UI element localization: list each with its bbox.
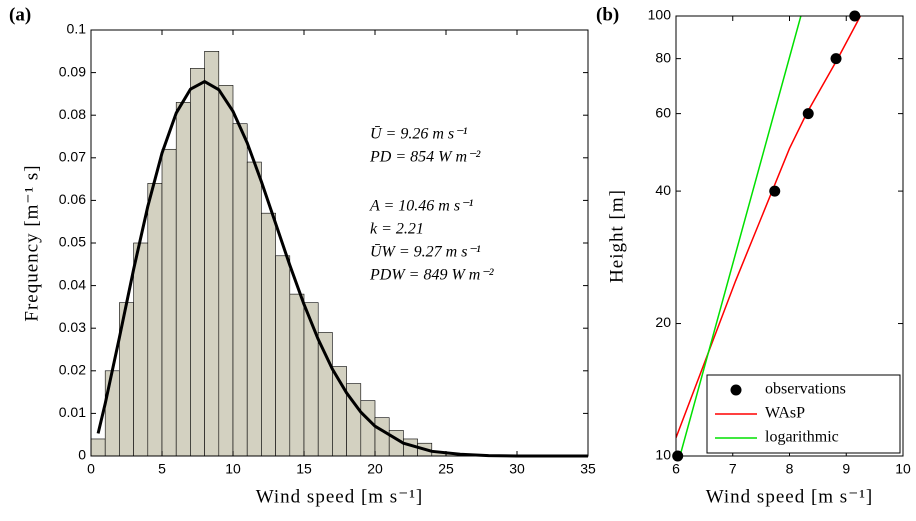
- bar: [360, 400, 376, 457]
- series-line: [676, 16, 862, 439]
- x-tick-label: 25: [438, 461, 454, 477]
- y-tick-label: 80: [655, 49, 671, 65]
- annotation: Ū = 9.26 m s⁻¹: [370, 125, 468, 143]
- y-tick-label: 60: [655, 104, 671, 120]
- y-tick-label: 0.03: [59, 319, 86, 335]
- bar: [232, 123, 248, 457]
- x-axis-label: Wind speed [m s⁻¹]: [256, 486, 424, 507]
- annotation: PDW = 849 W m⁻²: [369, 267, 495, 284]
- y-axis-label: Height [m]: [606, 189, 627, 283]
- bar: [275, 255, 291, 457]
- annotation: k = 2.21: [370, 221, 424, 238]
- y-tick-label: 100: [648, 7, 672, 23]
- x-tick-label: 20: [367, 461, 383, 477]
- bar: [133, 242, 149, 457]
- series-line: [679, 16, 802, 456]
- x-tick-label: 10: [225, 461, 241, 477]
- observation-point: [830, 53, 842, 65]
- x-tick-label: 8: [786, 461, 794, 477]
- x-tick-label: 7: [729, 461, 737, 477]
- bar: [218, 85, 234, 457]
- y-tick-label: 0.07: [59, 149, 86, 165]
- annotation: ŪW = 9.27 m s⁻¹: [370, 243, 481, 261]
- bar: [90, 438, 106, 457]
- bar: [246, 161, 262, 457]
- bar: [190, 68, 205, 457]
- x-tick-label: 35: [580, 461, 596, 477]
- y-tick-label: 40: [655, 182, 671, 198]
- y-tick-label: 0.02: [59, 362, 86, 378]
- y-axis-label: Frequency [m⁻¹ s]: [21, 164, 42, 321]
- y-tick-label: 20: [655, 314, 671, 330]
- y-tick-label: 0.04: [59, 276, 86, 292]
- bar: [289, 293, 305, 457]
- y-tick-label: 0.06: [59, 191, 86, 207]
- panel-label: (a): [9, 4, 31, 25]
- y-tick-label: 0.09: [59, 63, 86, 79]
- bar: [261, 212, 276, 457]
- annotation: PD = 854 W m⁻²: [369, 149, 481, 166]
- y-tick-label: 0.01: [59, 404, 86, 420]
- x-axis-label: Wind speed [m s⁻¹]: [706, 486, 874, 507]
- x-tick-label: 30: [509, 461, 525, 477]
- y-tick-label: 10: [655, 447, 671, 463]
- x-tick-label: 10: [895, 461, 911, 477]
- y-tick-label: 0.08: [59, 106, 86, 122]
- plot-area: [676, 16, 862, 456]
- x-tick-label: 0: [87, 461, 95, 477]
- x-tick-label: 5: [158, 461, 166, 477]
- y-tick-label: 0: [78, 447, 86, 463]
- legend-marker: [730, 384, 742, 396]
- legend-label: logarithmic: [765, 429, 839, 446]
- legend-label: observations: [765, 381, 846, 398]
- fit-line: [96, 80, 588, 458]
- bar: [204, 50, 220, 457]
- x-tick-label: 6: [672, 461, 680, 477]
- bar: [175, 102, 191, 457]
- bar: [104, 370, 120, 457]
- bar: [147, 183, 163, 457]
- x-tick-label: 15: [296, 461, 312, 477]
- x-tick-label: 9: [842, 461, 850, 477]
- annotation: A = 10.46 m s⁻¹: [369, 198, 474, 215]
- legend-label: WAsP: [765, 405, 805, 422]
- bar: [374, 417, 390, 457]
- bar: [161, 148, 177, 457]
- observation-point: [769, 185, 781, 197]
- panel-label: (b): [596, 4, 619, 25]
- y-tick-label: 0.1: [67, 21, 87, 37]
- y-tick-label: 0.05: [59, 234, 86, 250]
- observation-point: [802, 108, 814, 120]
